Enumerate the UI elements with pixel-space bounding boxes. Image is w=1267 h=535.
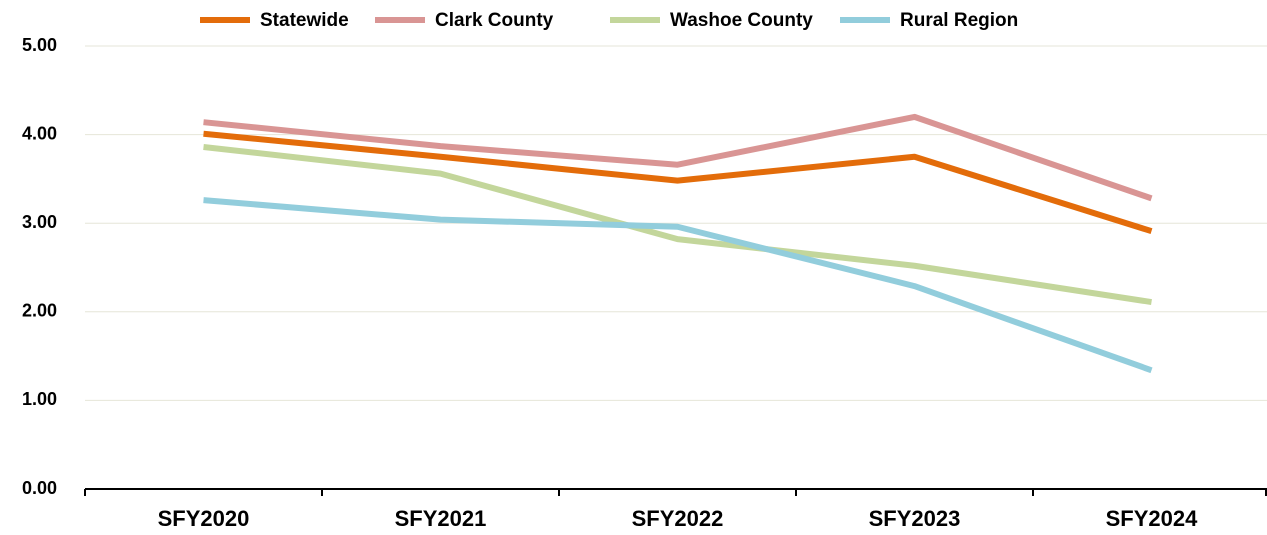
y-tick-label: 0.00 bbox=[22, 478, 57, 498]
y-tick-label: 3.00 bbox=[22, 212, 57, 232]
legend-label: Washoe County bbox=[670, 10, 813, 31]
x-tick-label: SFY2022 bbox=[632, 506, 724, 531]
series-line bbox=[203, 144, 1152, 306]
legend-label: Clark County bbox=[435, 10, 554, 31]
legend-label: Statewide bbox=[260, 10, 349, 31]
legend-label: Rural Region bbox=[900, 10, 1018, 31]
y-tick-label: 5.00 bbox=[22, 35, 57, 55]
series-line bbox=[203, 130, 1153, 235]
series-line bbox=[203, 113, 1153, 202]
y-tick-label: 4.00 bbox=[22, 123, 57, 143]
y-tick-label: 1.00 bbox=[22, 389, 57, 409]
x-tick-label: SFY2020 bbox=[158, 506, 250, 531]
series-line bbox=[203, 197, 1153, 374]
x-tick-label: SFY2023 bbox=[869, 506, 961, 531]
y-tick-label: 2.00 bbox=[22, 301, 57, 321]
x-tick-label: SFY2024 bbox=[1106, 506, 1198, 531]
x-tick-label: SFY2021 bbox=[395, 506, 487, 531]
